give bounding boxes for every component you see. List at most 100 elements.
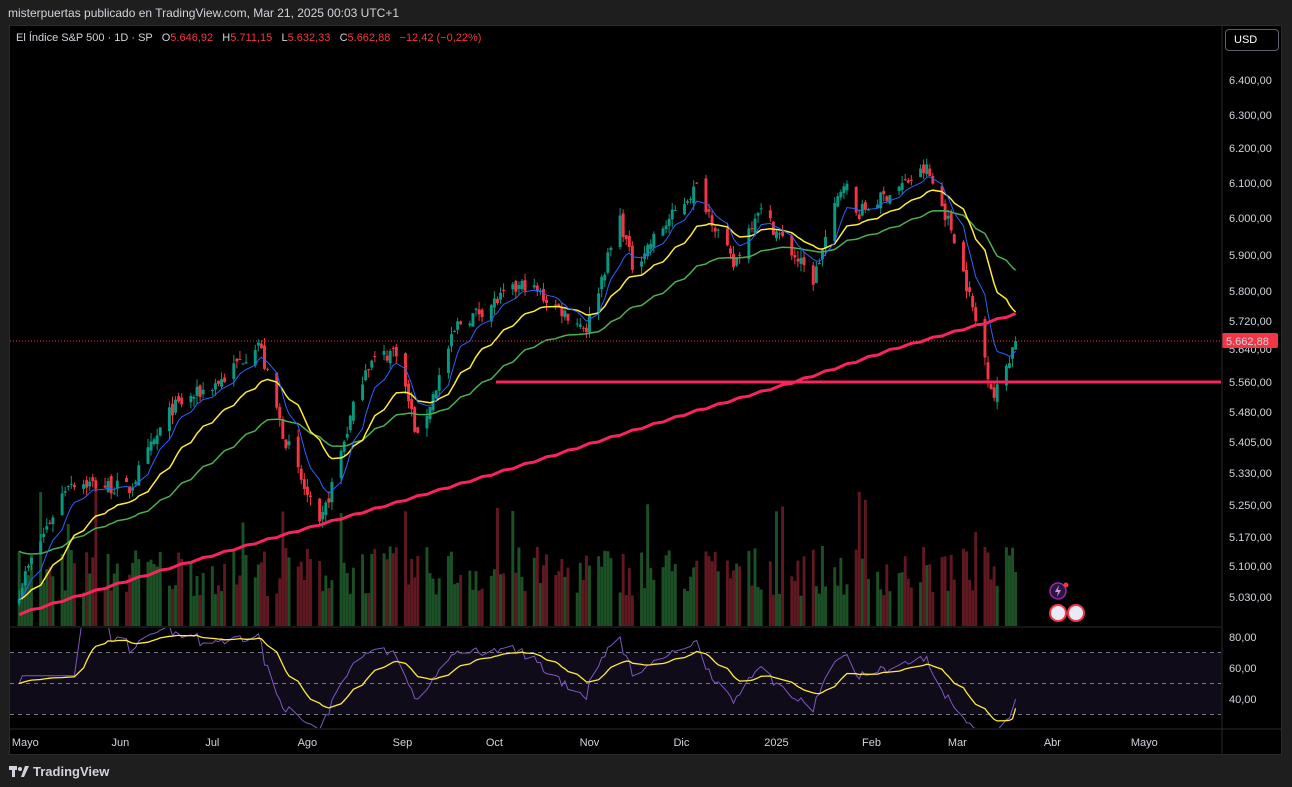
notification-dot (1063, 582, 1069, 588)
candle-body (167, 407, 171, 432)
candle-body (125, 478, 128, 483)
ema-slow-line (18, 209, 1017, 555)
volume-bar (275, 593, 279, 626)
candle-body (906, 180, 910, 183)
candle-body (428, 406, 432, 420)
volume-bar (541, 565, 545, 626)
volume-bar (492, 569, 496, 626)
volume-bar (45, 569, 49, 626)
candle-body (621, 213, 625, 238)
candle-body (538, 290, 542, 292)
volume-bar (434, 594, 438, 626)
candle-body (434, 390, 438, 399)
change-value: −12,42 (−0,22%) (399, 32, 482, 44)
volume-bar (686, 590, 690, 626)
open-label: O (161, 32, 171, 44)
candle-body (63, 491, 67, 493)
candle-body (909, 179, 913, 181)
candle-body (968, 287, 972, 292)
volume-bar (695, 560, 699, 626)
volume-bar (134, 550, 138, 626)
volume-bar (968, 579, 972, 626)
candle-body (793, 254, 797, 258)
volume-bar (428, 573, 432, 626)
volume-bar (909, 587, 913, 626)
volume-bar (373, 548, 377, 626)
candle-body (489, 305, 493, 322)
candle-body (713, 227, 717, 232)
candle-body (836, 196, 840, 207)
volume-bar (532, 557, 536, 626)
candle-body (729, 248, 732, 254)
volume-bar (281, 511, 285, 626)
volume-bar (710, 561, 714, 626)
candle-body (266, 368, 269, 370)
candle-body (817, 262, 821, 265)
volume-bar (523, 590, 527, 626)
volume-bar (489, 575, 493, 626)
symbol-name: El Índice S&P 500 · 1D · SP (16, 32, 153, 44)
volume-bar (180, 558, 184, 626)
volume-bar (600, 566, 604, 626)
candle-body (177, 396, 181, 402)
volume-bar (725, 560, 729, 626)
candle-body (928, 168, 932, 176)
candle-body (201, 389, 205, 395)
volume-bar (974, 532, 978, 626)
volume-bar (437, 578, 441, 626)
candle-body (60, 493, 64, 516)
rsi-tick-label: 40,00 (1229, 694, 1257, 706)
candle-body (888, 195, 892, 204)
volume-bar (796, 560, 800, 626)
volume-bar (557, 571, 561, 626)
candle-body (459, 321, 463, 325)
candle-body (824, 236, 827, 249)
volume-bar (940, 557, 944, 626)
volume-bar (42, 582, 46, 626)
candle-body (545, 299, 548, 303)
volume-bar (563, 576, 567, 626)
time-tick-label: 2025 (764, 737, 788, 749)
price-tick-label: 6.100,00 (1229, 178, 1272, 190)
candle-body (814, 266, 818, 284)
candle-body (198, 385, 202, 397)
candle-body (940, 186, 944, 206)
volume-bar (241, 522, 245, 626)
volume-bar (560, 558, 564, 626)
volume-bar (621, 553, 625, 626)
volume-bar (128, 574, 132, 626)
volume-bar (640, 552, 644, 626)
volume-bar (259, 562, 263, 626)
candle-body (897, 186, 901, 192)
candle-body (943, 203, 947, 221)
volume-bar (750, 585, 754, 626)
volume-bar (20, 583, 24, 626)
volume-bar (597, 556, 601, 626)
volume-bar (771, 594, 775, 626)
volume-bar (824, 586, 827, 626)
volume-bar (88, 573, 92, 626)
candle-body (48, 522, 52, 524)
candle-body (361, 384, 365, 400)
candle-body (1004, 365, 1008, 386)
volume-bar (174, 585, 178, 626)
volume-bar (885, 564, 889, 626)
volume-bar (382, 553, 386, 626)
candle-body (281, 419, 285, 439)
candle-body (382, 351, 386, 355)
candle-body (480, 309, 484, 318)
candle-body (296, 436, 300, 468)
volume-bar (538, 583, 542, 626)
volume-bar (995, 585, 999, 626)
price-tick-label: 6.400,00 (1229, 75, 1272, 87)
volume-bar (903, 556, 907, 626)
publisher-caption: misterpuertas publicado en TradingView.c… (8, 6, 399, 20)
candle-body (652, 233, 656, 248)
currency-button[interactable]: USD (1225, 29, 1279, 51)
candle-body (771, 221, 775, 235)
volume-bar (928, 564, 932, 626)
volume-bar (66, 524, 70, 626)
volume-bar (759, 589, 763, 626)
symbol-legend: El Índice S&P 500 · 1D · SP O5.646,92 H5… (16, 32, 481, 44)
volume-bar (253, 577, 257, 626)
